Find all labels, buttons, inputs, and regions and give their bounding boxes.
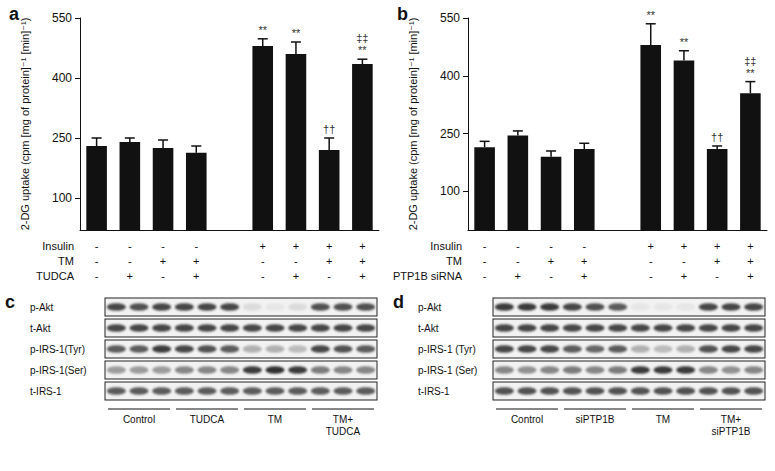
svg-text:††: †† [323,123,335,135]
svg-text:TM+TUDCA: TM+TUDCA [326,414,361,437]
svg-text:TM: TM [446,255,462,267]
svg-text:t-Akt: t-Akt [418,323,439,334]
svg-text:**: ** [292,27,301,39]
svg-text:+: + [681,270,687,282]
svg-text:a: a [9,4,20,24]
svg-text:t-IRS-1: t-IRS-1 [418,386,450,397]
svg-text:+: + [747,270,753,282]
svg-text:-: - [327,270,331,282]
svg-text:+: + [326,240,332,252]
svg-text:**: ** [646,9,655,21]
svg-text:+: + [581,270,587,282]
svg-text:-: - [682,255,686,267]
svg-text:-: - [95,255,99,267]
svg-text:TM: TM [58,255,74,267]
svg-text:Insulin: Insulin [42,240,74,252]
svg-text:TUDCA: TUDCA [36,270,75,282]
svg-text:t-Akt: t-Akt [30,323,51,334]
svg-text:**: ** [680,36,689,48]
svg-text:-: - [516,255,520,267]
svg-text:**: ** [746,67,755,79]
svg-text:-: - [549,270,553,282]
svg-text:+: + [581,255,587,267]
svg-text:+: + [359,255,365,267]
svg-text:p-IRS-1 (Tyr): p-IRS-1 (Tyr) [418,344,476,355]
svg-text:TM: TM [656,414,670,425]
svg-text:-: - [161,270,165,282]
svg-text:p-IRS-1 (Ser): p-IRS-1 (Ser) [418,365,477,376]
svg-text:**: ** [358,44,367,56]
svg-text:‡‡: ‡‡ [744,55,756,67]
svg-text:††: †† [711,131,723,143]
svg-text:-: - [582,240,586,252]
svg-text:p-IRS-1(Ser): p-IRS-1(Ser) [30,365,87,376]
svg-text:+: + [193,255,199,267]
svg-text:2-DG uptake (cpm [mg of protei: 2-DG uptake (cpm [mg of protein]⁻¹ [min]… [407,18,419,231]
svg-text:+: + [681,240,687,252]
svg-text:PTP1B siRNA: PTP1B siRNA [393,270,463,282]
svg-text:-: - [649,255,653,267]
svg-text:t-IRS-1: t-IRS-1 [30,386,62,397]
svg-text:TM+siPTP1B: TM+siPTP1B [712,414,751,437]
svg-text:-: - [483,255,487,267]
svg-text:-: - [294,255,298,267]
svg-text:+: + [193,270,199,282]
svg-text:TUDCA: TUDCA [190,414,225,425]
svg-text:+: + [548,255,554,267]
svg-text:-: - [194,240,198,252]
svg-text:-: - [516,240,520,252]
svg-text:+: + [160,255,166,267]
svg-text:Control: Control [123,414,155,425]
svg-text:-: - [161,240,165,252]
svg-text:+: + [714,240,720,252]
svg-text:c: c [5,292,15,312]
svg-text:+: + [648,240,654,252]
svg-text:TM: TM [268,414,282,425]
svg-text:+: + [293,240,299,252]
svg-text:400: 400 [52,71,72,85]
svg-text:p-IRS-1(Tyr): p-IRS-1(Tyr) [30,344,85,355]
svg-text:-: - [95,270,99,282]
svg-text:+: + [515,270,521,282]
svg-text:‡‡: ‡‡ [356,32,368,44]
svg-text:+: + [747,255,753,267]
svg-text:-: - [261,255,265,267]
svg-text:+: + [293,270,299,282]
svg-text:-: - [715,270,719,282]
svg-text:100: 100 [440,184,460,198]
svg-text:550: 550 [52,11,72,25]
svg-text:-: - [128,255,132,267]
svg-text:+: + [260,240,266,252]
svg-text:p-Akt: p-Akt [418,302,442,313]
svg-text:100: 100 [52,191,72,205]
svg-text:**: ** [258,24,267,36]
svg-text:+: + [747,240,753,252]
svg-text:+: + [714,255,720,267]
svg-text:Control: Control [511,414,543,425]
svg-text:-: - [549,240,553,252]
svg-text:-: - [128,240,132,252]
svg-text:-: - [483,270,487,282]
svg-text:Insulin: Insulin [430,240,462,252]
svg-text:+: + [359,240,365,252]
svg-text:250: 250 [440,127,460,141]
svg-text:+: + [359,270,365,282]
svg-text:550: 550 [440,11,460,25]
svg-text:b: b [397,4,408,24]
svg-text:-: - [95,240,99,252]
svg-text:400: 400 [440,69,460,83]
svg-text:siPTP1B: siPTP1B [576,414,615,425]
svg-text:-: - [649,270,653,282]
svg-text:d: d [393,292,404,312]
svg-text:250: 250 [52,131,72,145]
svg-text:+: + [326,255,332,267]
svg-text:-: - [483,240,487,252]
svg-text:p-Akt: p-Akt [30,302,54,313]
svg-text:+: + [127,270,133,282]
svg-text:-: - [261,270,265,282]
svg-text:2-DG uptake (cpm [mg of protei: 2-DG uptake (cpm [mg of protein]⁻¹ [min]… [19,18,31,231]
